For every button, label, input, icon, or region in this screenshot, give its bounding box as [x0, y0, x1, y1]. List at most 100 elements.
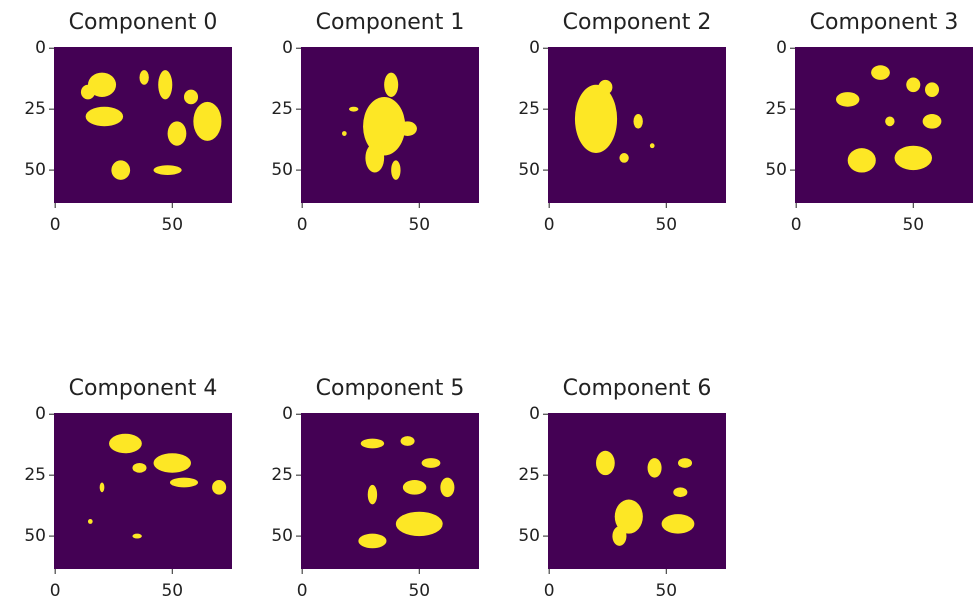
- image-blob: [871, 65, 890, 80]
- y-tick-label: 0: [35, 404, 46, 424]
- image-blob: [342, 131, 347, 136]
- image-blob: [662, 514, 695, 534]
- y-tick-label: 50: [271, 160, 293, 180]
- y-tick-label: 0: [776, 38, 787, 58]
- y-tick-label: 50: [271, 526, 293, 546]
- image-blob: [132, 534, 141, 539]
- image-blob: [598, 80, 612, 95]
- image-blob: [575, 85, 617, 153]
- image-blob: [923, 114, 942, 129]
- image-blob: [673, 487, 687, 497]
- image-blob: [86, 107, 123, 127]
- x-tick-label: 0: [50, 581, 61, 601]
- x-tick-label: 50: [161, 215, 183, 235]
- x-tick-label: 50: [655, 581, 677, 601]
- image-blob: [440, 478, 454, 498]
- image-blob: [391, 160, 400, 180]
- image-blob: [132, 463, 146, 473]
- image-blob: [139, 70, 148, 85]
- x-tick-label: 50: [408, 215, 430, 235]
- y-tick-label: 25: [518, 465, 540, 485]
- image-blob: [648, 458, 662, 478]
- y-tick-label: 0: [282, 404, 293, 424]
- y-tick-label: 25: [518, 99, 540, 119]
- image-blob: [650, 143, 655, 148]
- y-tick-label: 0: [35, 38, 46, 58]
- x-tick-label: 0: [297, 581, 308, 601]
- image-blob: [212, 480, 226, 495]
- subplot-title: Component 5: [316, 376, 465, 401]
- image-blob: [168, 121, 187, 145]
- subplot: Component 0 0 50 0 25 50: [24, 10, 232, 235]
- x-tick-label: 50: [408, 581, 430, 601]
- image-blob: [184, 90, 198, 105]
- image-blob: [193, 102, 221, 141]
- y-tick-label: 25: [271, 99, 293, 119]
- image-blob: [111, 160, 130, 180]
- subplot: Component 1 0 50 0 25 50: [271, 10, 479, 235]
- image-background: [548, 413, 726, 569]
- y-tick-label: 50: [24, 160, 46, 180]
- image-blob: [612, 526, 626, 546]
- subplot-title: Component 6: [563, 376, 712, 401]
- y-tick-label: 50: [518, 160, 540, 180]
- y-tick-label: 0: [529, 404, 540, 424]
- image-blob: [100, 482, 105, 492]
- y-tick-label: 50: [24, 526, 46, 546]
- image-blob: [349, 107, 358, 112]
- subplot: Component 4 0 50 0 25 50: [24, 376, 232, 601]
- image-blob: [384, 73, 398, 97]
- image-blob: [88, 519, 93, 524]
- x-tick-label: 0: [791, 215, 802, 235]
- image-blob: [422, 458, 441, 468]
- image-blob: [396, 512, 443, 536]
- subplot: Component 2 0 50 0 25 50: [518, 10, 726, 235]
- image-blob: [403, 480, 426, 495]
- image-blob: [596, 451, 615, 475]
- image-blob: [925, 82, 939, 97]
- subplot-title: Component 0: [69, 10, 218, 35]
- x-tick-label: 0: [544, 215, 555, 235]
- y-tick-label: 0: [282, 38, 293, 58]
- image-blob: [906, 77, 920, 92]
- image-blob: [154, 165, 182, 175]
- figure: Component 005002550Component 105002550Co…: [0, 0, 976, 604]
- image-blob: [836, 92, 859, 107]
- x-tick-label: 50: [655, 215, 677, 235]
- image-blob: [358, 534, 386, 549]
- y-tick-label: 25: [765, 99, 787, 119]
- image-blob: [398, 121, 417, 136]
- y-tick-label: 0: [529, 38, 540, 58]
- image-blob: [885, 116, 894, 126]
- subplot: Component 6 0 50 0 25 50: [518, 376, 726, 601]
- y-tick-label: 50: [765, 160, 787, 180]
- image-blob: [81, 85, 95, 100]
- y-tick-label: 50: [518, 526, 540, 546]
- subplot: Component 3 0 50 0 25 50: [765, 10, 973, 235]
- x-tick-label: 0: [50, 215, 61, 235]
- subplot-title: Component 1: [316, 10, 465, 35]
- image-blob: [365, 143, 384, 172]
- y-tick-label: 25: [24, 465, 46, 485]
- image-blob: [154, 453, 191, 473]
- image-blob: [109, 434, 142, 454]
- image-blob: [895, 146, 932, 170]
- image-background: [54, 413, 232, 569]
- subplot-title: Component 4: [69, 376, 218, 401]
- subplot-title: Component 3: [810, 10, 959, 35]
- page: Component 005002550Component 105002550Co…: [0, 0, 976, 604]
- image-blob: [619, 153, 628, 163]
- subplot-title: Component 2: [563, 10, 712, 35]
- y-tick-label: 25: [271, 465, 293, 485]
- image-blob: [158, 70, 172, 99]
- image-blob: [848, 148, 876, 172]
- x-tick-label: 50: [902, 215, 924, 235]
- x-tick-label: 0: [544, 581, 555, 601]
- image-blob: [633, 114, 642, 129]
- image-blob: [368, 485, 377, 505]
- image-blob: [401, 436, 415, 446]
- y-tick-label: 25: [24, 99, 46, 119]
- x-tick-label: 50: [161, 581, 183, 601]
- x-tick-label: 0: [297, 215, 308, 235]
- image-blob: [361, 439, 384, 449]
